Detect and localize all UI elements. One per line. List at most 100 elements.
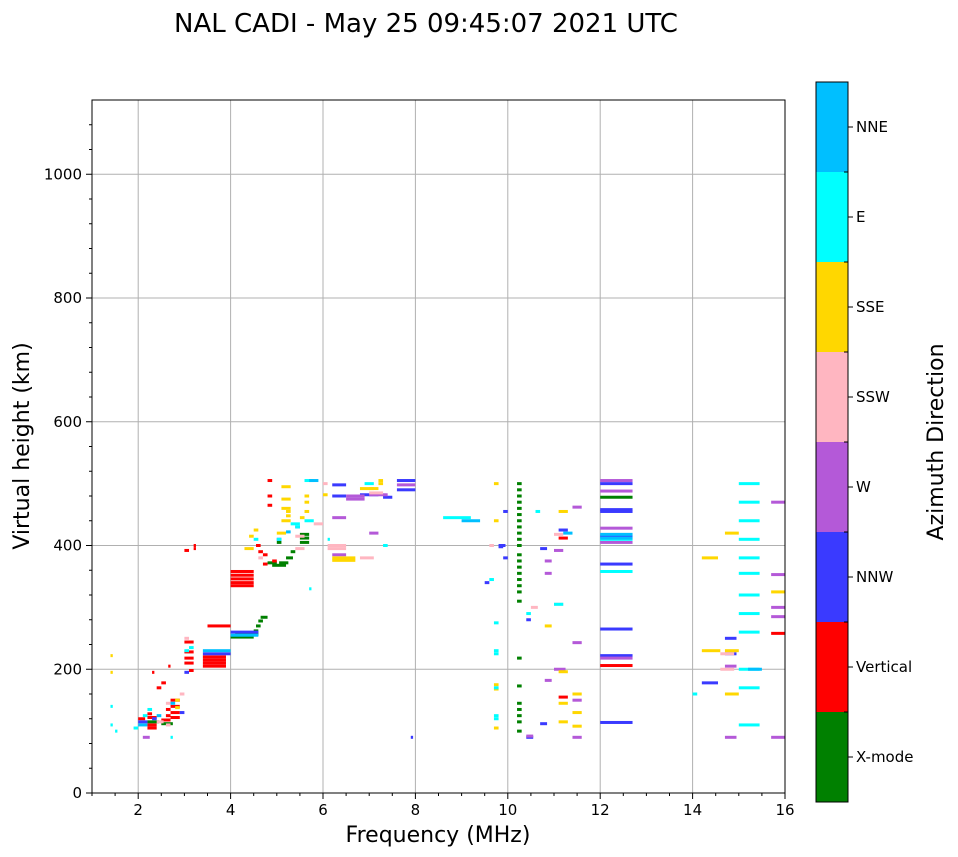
data-point xyxy=(724,531,739,535)
data-point xyxy=(184,548,190,552)
series-x-mode xyxy=(147,482,633,733)
data-point xyxy=(193,544,196,547)
data-point xyxy=(332,558,356,562)
data-point xyxy=(286,509,291,513)
data-point xyxy=(147,723,157,727)
data-point xyxy=(286,530,291,534)
data-point xyxy=(517,544,522,547)
data-point xyxy=(299,536,310,540)
data-point xyxy=(517,488,522,492)
data-point xyxy=(165,707,171,711)
x-tick-label: 16 xyxy=(775,801,794,819)
data-point xyxy=(262,562,268,566)
data-point xyxy=(600,495,633,499)
data-point xyxy=(600,569,633,573)
data-point xyxy=(165,701,171,705)
plot-area xyxy=(110,479,785,739)
data-point xyxy=(554,667,566,671)
data-point xyxy=(304,509,310,513)
data-point xyxy=(600,534,633,538)
data-point xyxy=(304,494,310,498)
colorbar-segment xyxy=(816,532,848,622)
data-point xyxy=(230,573,254,577)
data-point xyxy=(526,612,531,616)
data-point xyxy=(138,720,148,724)
data-point xyxy=(600,720,633,724)
data-point xyxy=(272,559,277,563)
data-point xyxy=(276,531,287,535)
data-point xyxy=(286,556,293,560)
data-point xyxy=(383,495,393,499)
data-point xyxy=(230,633,259,637)
data-point xyxy=(489,544,494,547)
chart-title: NAL CADI - May 25 09:45:07 2021 UTC xyxy=(174,9,678,39)
data-point xyxy=(771,573,785,577)
colorbar-tick-label: SSE xyxy=(856,298,885,316)
data-point xyxy=(517,584,522,588)
data-point xyxy=(184,640,194,644)
data-point xyxy=(600,536,633,540)
data-point xyxy=(202,649,231,653)
colorbar-label: Azimuth Direction xyxy=(924,343,949,540)
data-point xyxy=(133,726,139,730)
data-point xyxy=(184,661,194,665)
data-point xyxy=(332,494,347,498)
data-point xyxy=(554,548,564,552)
data-point xyxy=(517,590,522,594)
data-point xyxy=(189,668,194,672)
data-point xyxy=(600,627,633,631)
data-point xyxy=(378,479,384,483)
data-point xyxy=(738,482,760,486)
y-tick-label: 0 xyxy=(72,784,82,802)
data-point xyxy=(110,654,113,658)
x-axis-label: Frequency (MHz) xyxy=(346,823,531,848)
colorbar-tick-label: E xyxy=(856,208,865,226)
colorbar-segment xyxy=(816,622,848,712)
data-point xyxy=(738,500,760,504)
y-axis: 0 200 400 600 800 1000 xyxy=(44,124,92,802)
data-point xyxy=(724,735,737,739)
colorbar-segment xyxy=(816,352,848,442)
data-point xyxy=(189,646,194,650)
data-point xyxy=(572,641,582,645)
colorbar-frame xyxy=(815,81,849,803)
data-point xyxy=(517,525,522,529)
data-point xyxy=(253,537,259,541)
series-ssw xyxy=(156,482,735,727)
data-point xyxy=(152,670,155,674)
data-point xyxy=(184,649,190,653)
y-tick-label: 600 xyxy=(53,413,82,431)
data-point xyxy=(332,553,347,557)
data-point xyxy=(724,636,737,640)
colorbar-tick-label: SSW xyxy=(856,388,890,406)
data-point xyxy=(517,720,522,724)
data-point xyxy=(517,701,522,705)
data-point xyxy=(184,636,190,640)
data-point xyxy=(701,649,721,653)
data-point xyxy=(138,717,146,721)
colorbar-tick-label: NNE xyxy=(856,118,888,136)
data-point xyxy=(493,686,499,690)
data-point xyxy=(258,556,263,560)
data-point xyxy=(600,509,633,513)
data-point xyxy=(720,652,735,656)
data-point xyxy=(299,532,310,536)
data-point xyxy=(517,537,522,541)
data-point xyxy=(202,652,231,656)
y-tick-label: 800 xyxy=(53,289,82,307)
data-point xyxy=(600,526,633,530)
data-point xyxy=(276,537,282,541)
data-point xyxy=(369,493,388,497)
data-point xyxy=(517,506,522,510)
data-point xyxy=(540,547,548,551)
x-tick-label: 4 xyxy=(226,801,236,819)
colorbar: X-mode Vertical NNW W SSW SSE E NNE xyxy=(815,81,913,803)
data-point xyxy=(175,706,180,710)
data-point xyxy=(771,500,785,504)
data-point xyxy=(544,678,552,682)
data-point xyxy=(572,724,582,728)
data-point xyxy=(323,482,328,486)
data-point xyxy=(530,605,538,609)
data-point xyxy=(738,571,760,575)
data-point xyxy=(558,509,568,513)
